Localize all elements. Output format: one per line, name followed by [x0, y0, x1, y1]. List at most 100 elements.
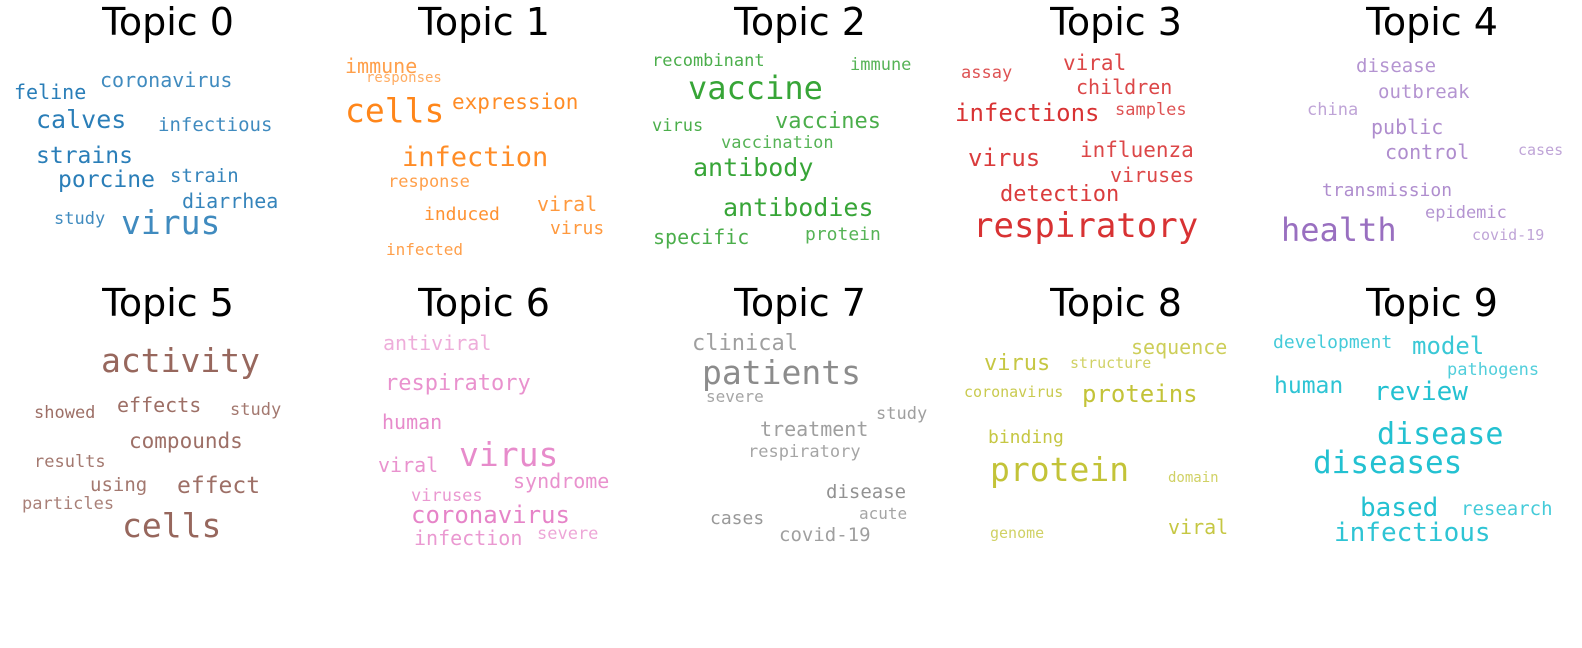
topic-0-word-porcine: porcine: [58, 167, 155, 193]
topic-1-word-viral: viral: [537, 192, 597, 216]
topic-3-word-influenza: influenza: [1080, 138, 1194, 162]
topic-2-title: Topic 2: [733, 0, 866, 44]
topic-5-panel: Topic 5 activity showed effects study compoun…: [22, 281, 281, 545]
topic-0-word-coronavirus: coronavirus: [100, 68, 232, 92]
topic-6-word-virus: virus: [459, 435, 558, 474]
topic-4-word-china: china: [1307, 100, 1358, 120]
topic-2-word-virus: virus: [652, 116, 703, 136]
topic-3-word-viruses: viruses: [1110, 163, 1194, 187]
topic-8-word-coronavirus: coronavirus: [964, 383, 1063, 401]
topic-5-word-results: results: [34, 452, 106, 472]
topic-0-panel: Topic 0 feline coronavirus calves infectious…: [14, 0, 278, 242]
topic-8-word-viral: viral: [1168, 515, 1228, 539]
topic-4-word-cases: cases: [1518, 141, 1563, 159]
topic-8-word-protein: protein: [990, 450, 1129, 489]
topic-5-word-compounds: compounds: [129, 429, 243, 453]
topic-5-word-study: study: [230, 400, 281, 420]
topic-2-word-specific: specific: [653, 225, 749, 249]
topic-9-word-human: human: [1274, 373, 1343, 399]
topic-8-word-proteins: proteins: [1082, 380, 1198, 408]
topic-4-word-control: control: [1385, 140, 1469, 164]
topic-8-word-genome: genome: [990, 524, 1044, 542]
topic-7-word-disease: disease: [826, 481, 906, 503]
topic-1-word-expression: expression: [452, 90, 578, 114]
topic-8-word-binding: binding: [988, 427, 1064, 448]
topic-6-word-coronavirus: coronavirus: [411, 501, 570, 529]
topic-2-word-recombinant: recombinant: [652, 51, 765, 71]
topic-5-word-showed: showed: [34, 403, 95, 423]
topic-7-word-cases: cases: [710, 508, 764, 529]
topic-6-word-infection: infection: [414, 526, 522, 550]
topic-7-word-respiratory: respiratory: [748, 442, 861, 462]
topic-2-word-vaccines: vaccines: [775, 109, 881, 134]
topic-1-word-cells: cells: [345, 91, 444, 130]
topic-6-word-antiviral: antiviral: [383, 331, 491, 355]
topic-3-word-infections: infections: [955, 99, 1100, 127]
topic-0-word-infectious: infectious: [158, 114, 272, 136]
topic-8-word-virus: virus: [984, 351, 1050, 376]
topic-0-title: Topic 0: [101, 0, 234, 44]
topic-0-word-diarrhea: diarrhea: [182, 189, 278, 213]
topic-3-word-assay: assay: [961, 63, 1012, 83]
topic-9-word-research: research: [1461, 498, 1553, 520]
topic-7-word-treatment: treatment: [760, 417, 868, 441]
topic-8-panel: Topic 8 sequence virus structure coronavirus…: [964, 281, 1228, 542]
topic-0-word-virus: virus: [121, 203, 220, 242]
topic-0-word-strains: strains: [36, 143, 133, 169]
topic-6-word-viruses: viruses: [411, 486, 483, 506]
topic-8-word-sequence: sequence: [1131, 335, 1227, 359]
topic-5-word-particles: particles: [22, 494, 114, 514]
topic-7-word-patients: patients: [702, 353, 861, 392]
topic-7-title: Topic 7: [733, 281, 866, 325]
topic-4-word-health: health: [1281, 211, 1397, 249]
topic-2-word-vaccination: vaccination: [721, 133, 834, 153]
topic-2-panel: Topic 2 recombinant immune vaccine virus vacc…: [652, 0, 911, 249]
topic-9-word-disease: disease: [1377, 417, 1503, 452]
topic-1-title: Topic 1: [417, 0, 550, 44]
topic-4-panel: Topic 4 disease outbreak china publiccontrol…: [1281, 0, 1563, 249]
topic-1-word-response: response: [388, 172, 470, 192]
topic-6-panel: Topic 6 antiviral respiratory human viral vir…: [378, 281, 609, 550]
topic-5-title: Topic 5: [101, 281, 234, 325]
topic-1-word-virus: virus: [550, 218, 604, 239]
topic-3-word-detection: detection: [1000, 182, 1119, 207]
topic-6-word-respiratory: respiratory: [385, 371, 531, 396]
topic-5-word-effect: effect: [177, 473, 260, 499]
topic-7-word-covid-19: covid-19: [779, 524, 871, 546]
topic-9-word-model: model: [1412, 332, 1484, 360]
topic-4-title: Topic 4: [1365, 0, 1498, 44]
topic-3-word-viral: viral: [1063, 51, 1126, 75]
topic-9-word-infectious: infectious: [1334, 518, 1491, 548]
topic-3-word-children: children: [1076, 75, 1172, 99]
topic-7-word-severe: severe: [706, 387, 764, 406]
topic-5-word-using: using: [90, 474, 147, 496]
topic-7-word-acute: acute: [859, 504, 907, 523]
topic-6-word-severe: severe: [537, 524, 598, 544]
topic-5-word-cells: cells: [122, 506, 221, 545]
topic-4-word-epidemic: epidemic: [1425, 203, 1507, 223]
topic-9-word-based: based: [1360, 493, 1438, 523]
topic-6-word-viral: viral: [378, 453, 438, 477]
topic-9-word-diseases: diseases: [1313, 445, 1462, 481]
topic-9-title: Topic 9: [1365, 281, 1498, 325]
topic-5-word-effects: effects: [117, 393, 201, 417]
topic-0-word-feline: feline: [14, 80, 86, 104]
topic-9-word-review: review: [1374, 377, 1468, 407]
topic-0-word-strain: strain: [170, 165, 239, 187]
topic-5-word-activity: activity: [101, 341, 260, 380]
topic-2-word-immune: immune: [850, 55, 911, 75]
topic-4-word-disease: disease: [1356, 55, 1436, 77]
topic-4-word-outbreak: outbreak: [1378, 81, 1470, 103]
topic-7-word-study: study: [876, 404, 927, 424]
topic-7-word-clinical: clinical: [692, 331, 798, 356]
topic-2-word-protein: protein: [805, 224, 881, 245]
topic-1-word-induced: induced: [424, 204, 500, 225]
topic-1-word-infection: infection: [402, 142, 548, 173]
topic-1-word-immune: immune: [345, 54, 417, 78]
topic-2-word-antibody: antibody: [693, 153, 813, 182]
topic-3-word-virus: virus: [968, 144, 1040, 172]
